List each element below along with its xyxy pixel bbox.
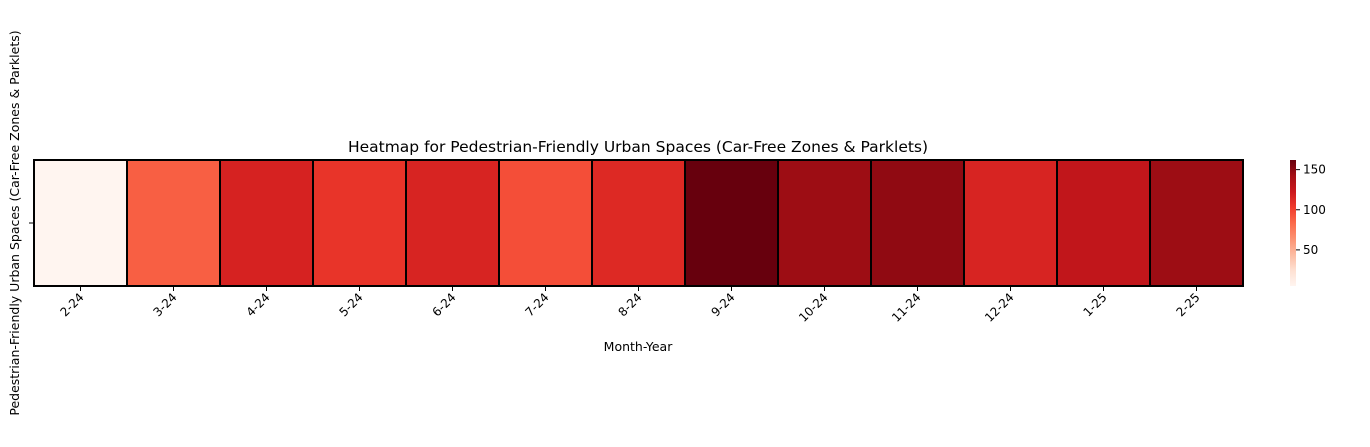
heatmap-cell-9-24 [684, 159, 779, 287]
heatmap-cell-12-24 [963, 159, 1058, 287]
heatmap-cell-11-24 [870, 159, 965, 287]
x-tick-label: 12-24 [982, 290, 1017, 325]
chart-title: Heatmap for Pedestrian-Friendly Urban Sp… [348, 138, 928, 156]
x-tick-label: 9-24 [708, 290, 737, 319]
x-axis-ticks: 2-24 3-24 4-24 5-24 6-24 7-24 8-24 9-24 10-24 11-… [57, 286, 1203, 325]
heatmap-cell-2-24 [33, 159, 128, 287]
x-tick-label: 1-25 [1080, 290, 1109, 319]
x-tick-label: 10-24 [796, 290, 831, 325]
colorbar-tick-label: 100 [1303, 203, 1326, 217]
x-tick-label: 11-24 [889, 290, 924, 325]
x-tick-label: 5-24 [336, 290, 365, 319]
heatmap-cell-1-25 [1056, 159, 1151, 287]
heatmap-cell-4-24 [219, 159, 314, 287]
heatmap-cells [33, 159, 1244, 287]
x-tick-label: 3-24 [150, 290, 179, 319]
heatmap-cell-2-25 [1149, 159, 1244, 287]
x-tick-label: 7-24 [522, 290, 551, 319]
y-axis-label: Pedestrian-Friendly Urban Spaces (Car-Fr… [7, 30, 22, 415]
heatmap-cell-7-24 [498, 159, 593, 287]
colorbar: 50 100 150 [1290, 160, 1326, 286]
colorbar-tick-label: 50 [1303, 243, 1318, 257]
heatmap-cell-6-24 [405, 159, 500, 287]
heatmap-cell-5-24 [312, 159, 407, 287]
x-axis-label: Month-Year [604, 339, 674, 354]
colorbar-tick-label: 150 [1303, 163, 1326, 177]
heatmap-cell-3-24 [126, 159, 221, 287]
heatmap-cell-8-24 [591, 159, 686, 287]
x-tick-label: 2-24 [57, 290, 86, 319]
x-tick-label: 6-24 [429, 290, 458, 319]
x-tick-label: 4-24 [243, 290, 272, 319]
colorbar-gradient [1290, 160, 1296, 286]
x-tick-label: 2-25 [1173, 290, 1202, 319]
x-tick-label: 8-24 [615, 290, 644, 319]
heatmap-cell-10-24 [777, 159, 872, 287]
